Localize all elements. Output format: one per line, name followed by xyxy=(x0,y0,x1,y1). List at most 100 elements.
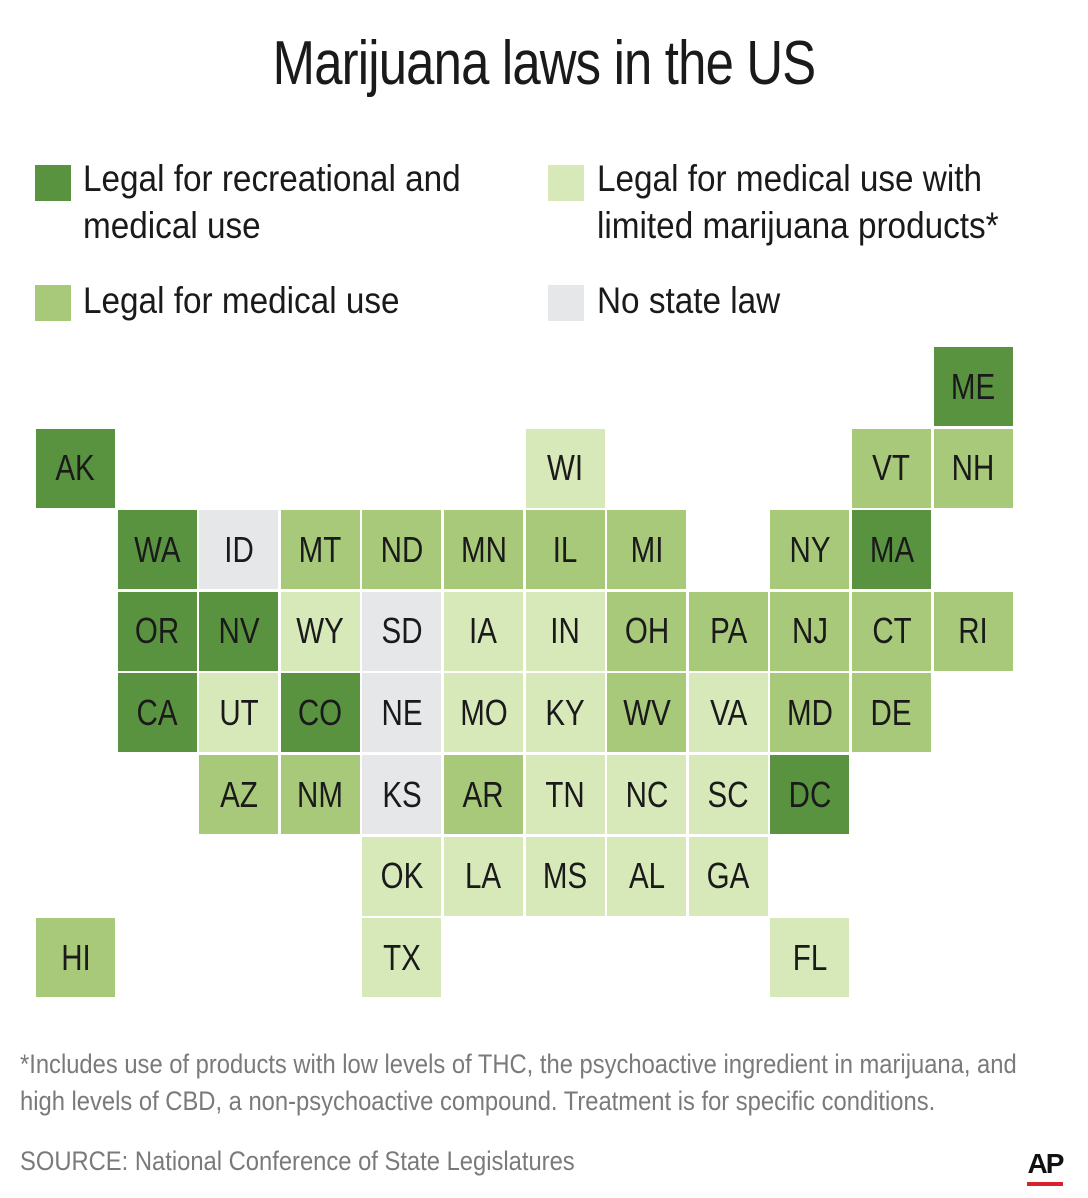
state-label: CO xyxy=(298,691,343,733)
legend-label-limited-line1: Legal for medical use with xyxy=(597,158,983,199)
legend-label-recreational-line1: Legal for recreational and xyxy=(83,158,461,199)
state-label: WV xyxy=(622,691,671,733)
state-tile-ut: UT xyxy=(199,673,279,753)
state-tile-hi: HI xyxy=(36,918,115,998)
state-label: AL xyxy=(628,855,665,897)
state-tile-pa: PA xyxy=(688,591,768,671)
state-label: CT xyxy=(871,610,912,652)
state-tile-mo: MO xyxy=(444,673,523,753)
state-tile-ga: GA xyxy=(688,836,768,916)
state-label: VT xyxy=(872,447,911,489)
footnote-line-1: *Includes use of products with low level… xyxy=(20,1049,1017,1079)
state-label: OK xyxy=(380,855,424,897)
state-tile-tx: TX xyxy=(362,918,442,998)
state-tile-me: ME xyxy=(933,347,1013,426)
state-label: NH xyxy=(951,447,995,489)
state-tile-vt: VT xyxy=(852,428,931,508)
state-tile-mn: MN xyxy=(444,510,523,590)
state-label: AK xyxy=(55,447,96,489)
state-tile-ak: AK xyxy=(36,428,115,508)
ap-logo: AP xyxy=(1026,1148,1064,1188)
state-label: CA xyxy=(136,691,178,733)
state-tile-co: CO xyxy=(280,673,360,753)
state-label: SD xyxy=(381,610,423,652)
state-label: IA xyxy=(469,610,498,652)
state-label: ID xyxy=(223,528,254,570)
state-label: NC xyxy=(625,773,669,815)
state-label: MD xyxy=(786,691,833,733)
state-tile-az: AZ xyxy=(199,755,279,834)
ap-logo-underline xyxy=(1027,1182,1063,1186)
state-tile-nj: NJ xyxy=(770,591,850,671)
state-label: AZ xyxy=(219,773,258,815)
state-label: MT xyxy=(298,528,342,570)
state-tile-wi: WI xyxy=(525,428,605,508)
state-tile-ma: MA xyxy=(852,510,931,590)
state-label: WI xyxy=(547,447,584,489)
state-label: DC xyxy=(788,773,832,815)
map-title: Marijuana laws in the US xyxy=(272,29,816,98)
state-label: NV xyxy=(218,610,260,652)
state-label: FL xyxy=(792,936,828,978)
state-tile-id: ID xyxy=(199,510,279,590)
state-tile-va: VA xyxy=(688,673,768,753)
state-tile-sc: SC xyxy=(688,755,768,834)
state-tile-tn: TN xyxy=(525,755,605,834)
state-tile-il: IL xyxy=(525,510,605,590)
state-label: DE xyxy=(870,691,912,733)
state-label: NJ xyxy=(791,610,828,652)
state-label: KY xyxy=(545,691,585,733)
state-tile-fl: FL xyxy=(770,918,850,998)
state-tile-ia: IA xyxy=(444,591,523,671)
legend-swatch-limited xyxy=(548,165,584,201)
state-tile-mi: MI xyxy=(607,510,687,590)
state-tile-ks: KS xyxy=(362,755,442,834)
state-label: LA xyxy=(465,855,502,897)
legend-label-recreational-line2: medical use xyxy=(83,205,261,246)
state-tile-nd: ND xyxy=(362,510,442,590)
state-tile-nc: NC xyxy=(607,755,687,834)
state-label: OR xyxy=(134,610,180,652)
state-label: PA xyxy=(709,610,747,652)
state-label: ME xyxy=(950,365,996,407)
state-tile-nh: NH xyxy=(933,428,1013,508)
state-tile-de: DE xyxy=(852,673,931,753)
state-label: OH xyxy=(624,610,669,652)
footnote: *Includes use of products with low level… xyxy=(20,1046,1017,1120)
state-label: SC xyxy=(707,773,749,815)
state-tile-ok: OK xyxy=(362,836,442,916)
state-tile-ms: MS xyxy=(525,836,605,916)
state-label: NM xyxy=(297,773,344,815)
source-credit: SOURCE: National Conference of State Leg… xyxy=(20,1146,575,1176)
state-label: NE xyxy=(381,691,423,733)
state-tile-la: LA xyxy=(444,836,523,916)
legend-label-medical: Legal for medical use xyxy=(83,280,400,321)
state-tile-sd: SD xyxy=(362,591,442,671)
state-label: AR xyxy=(462,773,504,815)
legend-label-none: No state law xyxy=(597,280,781,321)
state-tile-ar: AR xyxy=(444,755,523,834)
state-label: ND xyxy=(380,528,424,570)
state-tile-md: MD xyxy=(770,673,850,753)
state-tile-ne: NE xyxy=(362,673,442,753)
state-label: MS xyxy=(542,855,588,897)
state-label: MI xyxy=(630,528,664,570)
state-label: MN xyxy=(460,528,507,570)
state-tile-ri: RI xyxy=(933,591,1013,671)
state-tile-nv: NV xyxy=(199,591,279,671)
state-tile-mt: MT xyxy=(280,510,360,590)
state-label: UT xyxy=(219,691,259,733)
state-tile-ky: KY xyxy=(525,673,605,753)
state-label: TX xyxy=(383,936,421,978)
state-label: TN xyxy=(545,773,585,815)
state-label: HI xyxy=(60,936,91,978)
state-label: GA xyxy=(706,855,750,897)
state-tile-ca: CA xyxy=(117,673,197,753)
state-tile-dc: DC xyxy=(770,755,850,834)
state-label: WA xyxy=(133,528,181,570)
ap-logo-text: AP xyxy=(1027,1148,1065,1179)
state-label: RI xyxy=(958,610,988,652)
state-label: IL xyxy=(552,528,578,570)
legend-swatch-recreational xyxy=(35,165,71,201)
state-tile-oh: OH xyxy=(607,591,687,671)
